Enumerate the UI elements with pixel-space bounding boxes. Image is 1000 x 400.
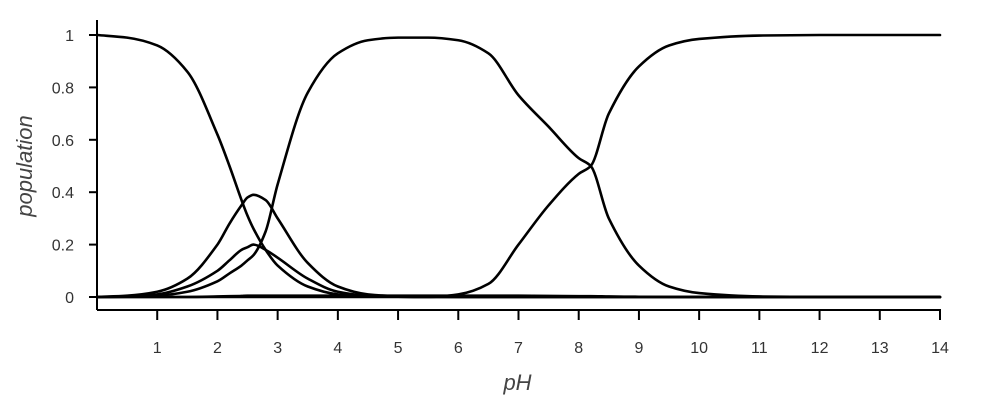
series-lines (95, 33, 942, 299)
y-axis-title: population (12, 115, 37, 218)
y-tick-label: 0.4 (52, 185, 74, 202)
x-tick-label: 10 (690, 340, 708, 357)
series-line-4 (95, 36, 942, 299)
x-tick-label: 3 (273, 340, 282, 357)
x-tick-label: 9 (634, 340, 643, 357)
y-tick-label: 1 (65, 28, 74, 45)
y-axis-ticks: 0 0.2 0.4 0.6 0.8 1 (52, 28, 97, 307)
series-line-5 (95, 33, 942, 299)
x-tick-label: 12 (811, 340, 829, 357)
x-axis-ticks: 1 2 3 4 5 6 7 8 9 10 11 12 13 14 (153, 310, 949, 357)
x-tick-label: 7 (514, 340, 523, 357)
series-line-3 (95, 243, 942, 299)
x-tick-label: 4 (333, 340, 342, 357)
x-axis-title: pH (502, 370, 531, 395)
x-tick-label: 13 (871, 340, 889, 357)
x-tick-label: 5 (394, 340, 403, 357)
y-tick-label: 0.6 (52, 133, 74, 150)
x-tick-label: 2 (213, 340, 222, 357)
y-tick-label: 0.8 (52, 80, 74, 97)
x-tick-label: 8 (574, 340, 583, 357)
y-tick-label: 0 (65, 290, 74, 307)
y-tick-label: 0.2 (52, 238, 74, 255)
series-line-6 (95, 294, 942, 299)
x-tick-label: 6 (454, 340, 463, 357)
x-tick-label: 14 (931, 340, 949, 357)
x-tick-label: 11 (751, 340, 768, 357)
series-line-1 (95, 33, 942, 299)
x-tick-label: 1 (153, 340, 162, 357)
